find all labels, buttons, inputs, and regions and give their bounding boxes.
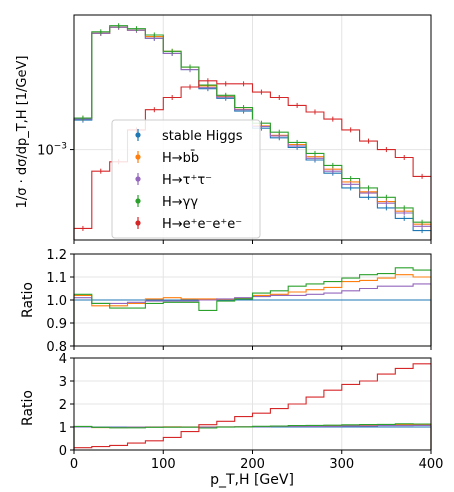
legend-item-bb: H→bb̄ bbox=[135, 151, 199, 166]
series-line-gammagamma bbox=[73, 25, 432, 240]
y-tick-label: 2 bbox=[59, 398, 67, 413]
series-line-gammagamma bbox=[73, 423, 432, 450]
legend-marker-dot bbox=[135, 198, 141, 204]
legend: stable Higgs H→bb̄ H→τ⁺τ⁻ H→γγ H→e⁺e⁻e⁺e⁻ bbox=[111, 119, 261, 239]
legend-marker-dot bbox=[135, 220, 141, 226]
x-ticks bbox=[73, 346, 432, 350]
y-tick-label: 0.8 bbox=[46, 340, 67, 355]
series-line-bb bbox=[73, 274, 432, 346]
legend-box bbox=[111, 119, 261, 239]
y-tick-label: 1 bbox=[59, 421, 67, 436]
legend-label: stable Higgs bbox=[162, 129, 243, 144]
y-tick-label: 1.1 bbox=[46, 271, 67, 286]
legend-item-gammagamma: H→γγ bbox=[135, 195, 198, 210]
x-tick-label: 400 bbox=[419, 457, 444, 472]
x-ticks: 0 100 200 300 400 bbox=[70, 450, 444, 472]
ratio-4e-panel: 0 1 2 3 4 0 100 200 300 400 bbox=[59, 352, 444, 472]
grid-lines bbox=[74, 357, 431, 451]
y-tick-label: 1.2 bbox=[46, 248, 67, 263]
legend-item-tautau: H→τ⁺τ⁻ bbox=[135, 173, 212, 188]
y-tick-label: 4 bbox=[59, 352, 67, 367]
y-ticks: 10−3 bbox=[37, 142, 74, 159]
ratio-panel: 0.8 0.9 1.0 1.1 1.2 bbox=[46, 248, 432, 355]
legend-label: H→e⁺e⁻e⁺e⁻ bbox=[162, 217, 242, 232]
y-tick-label: 0 bbox=[59, 444, 67, 459]
ratio-y-axis-label: Ratio bbox=[20, 282, 36, 318]
y-tick-base: 10 bbox=[37, 144, 54, 159]
legend-item-stable: stable Higgs bbox=[135, 129, 243, 144]
series-line-gammagamma bbox=[73, 267, 432, 346]
x-tick-label: 100 bbox=[151, 457, 176, 472]
x-tick-label: 200 bbox=[240, 457, 265, 472]
axis-labels: 1/σ · dσ/dp_T,H [1/GeV] Ratio Ratio p_T,… bbox=[15, 56, 294, 488]
x-ticks bbox=[73, 240, 432, 244]
series-line-stable bbox=[73, 299, 432, 346]
y-tick-label: 3 bbox=[59, 375, 67, 390]
y-tick-exponent: −3 bbox=[54, 142, 67, 152]
y-ticks: 0 1 2 3 4 bbox=[59, 352, 74, 459]
x-axis-label: p_T,H [GeV] bbox=[210, 472, 294, 488]
y-tick-label: 10−3 bbox=[37, 142, 67, 159]
legend-label: H→τ⁺τ⁻ bbox=[162, 173, 212, 188]
legend-marker-dot bbox=[135, 176, 141, 182]
legend-marker-dot bbox=[135, 132, 141, 138]
y-ticks: 0.8 0.9 1.0 1.1 1.2 bbox=[46, 248, 74, 355]
main-y-axis-label: 1/σ · dσ/dp_T,H [1/GeV] bbox=[15, 56, 30, 209]
x-tick-label: 300 bbox=[329, 457, 354, 472]
y-tick-label: 1.0 bbox=[46, 294, 67, 309]
legend-label: H→γγ bbox=[162, 195, 198, 210]
series-line-4e bbox=[73, 363, 432, 450]
ratio-4e-y-axis-label: Ratio bbox=[20, 390, 36, 426]
x-tick-label: 0 bbox=[70, 457, 78, 472]
legend-label: H→bb̄ bbox=[162, 151, 199, 166]
legend-item-4e: H→e⁺e⁻e⁺e⁻ bbox=[135, 217, 242, 232]
y-tick-label: 0.9 bbox=[46, 317, 67, 332]
error-bars-gammagamma bbox=[82, 23, 423, 225]
legend-marker-dot bbox=[135, 154, 141, 160]
